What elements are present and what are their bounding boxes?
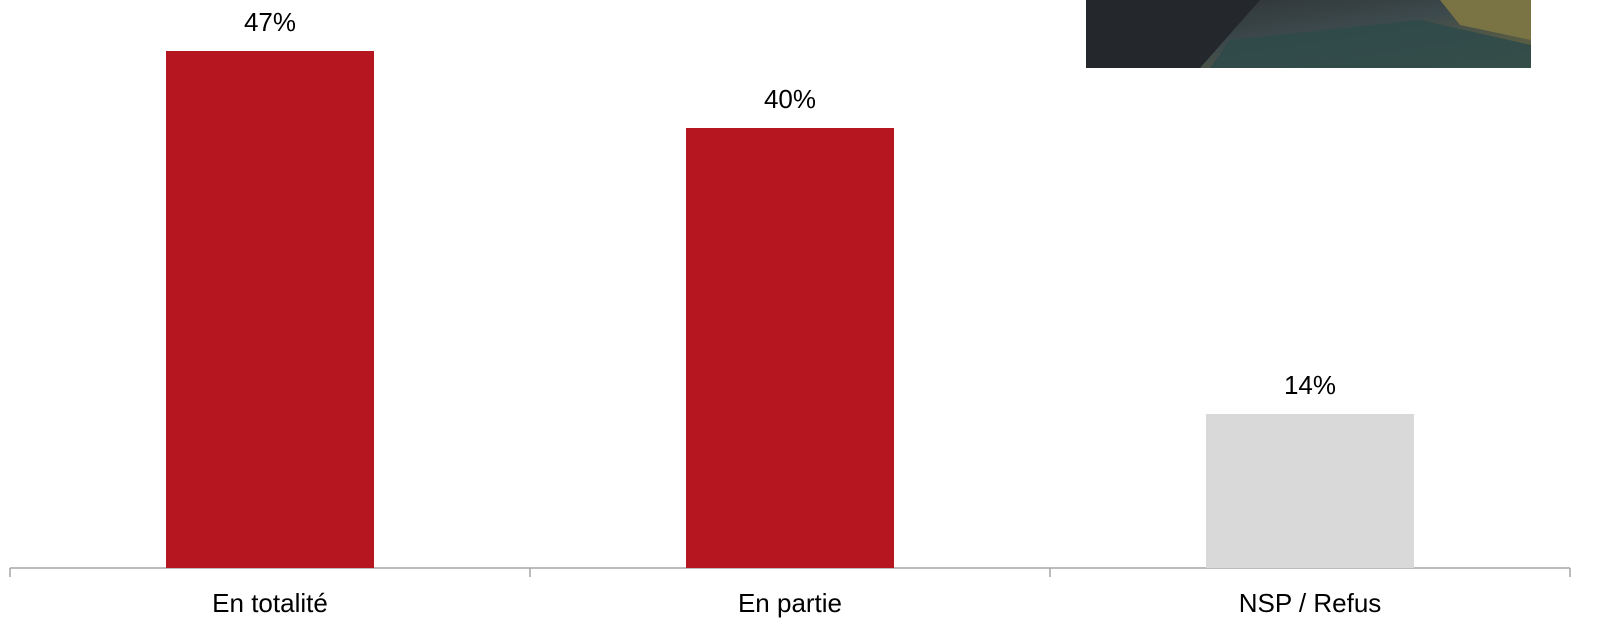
bar <box>1206 414 1414 568</box>
x-tick-label: En totalité <box>212 588 328 618</box>
x-tick-label: En partie <box>738 588 842 618</box>
value-label: 14% <box>1284 370 1336 400</box>
value-label: 40% <box>764 84 816 114</box>
photo <box>1086 0 1531 68</box>
bar <box>166 51 374 568</box>
bar <box>686 128 894 568</box>
x-tick-label: NSP / Refus <box>1239 588 1382 618</box>
value-label: 47% <box>244 7 296 37</box>
x-axis <box>9 567 1571 577</box>
